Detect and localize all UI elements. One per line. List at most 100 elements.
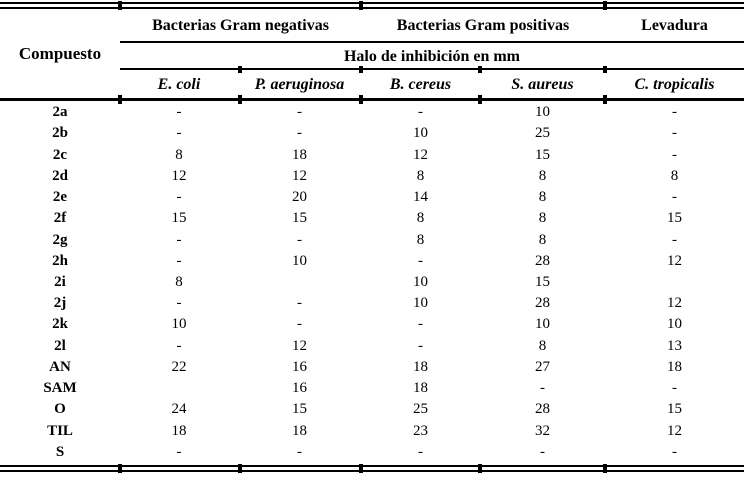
value-cell: - [297, 125, 302, 142]
compound-label: 2b [52, 125, 68, 142]
compound-label: 2c [52, 146, 68, 163]
compound-column-header: Compuesto [18, 44, 102, 63]
value-cell: 12 [413, 146, 428, 163]
table-row: 2e - 20 14 8 - [0, 187, 744, 208]
value-cell: - [672, 104, 677, 121]
value-cell: 8 [670, 167, 679, 184]
compound-label: 2f [53, 210, 67, 227]
value-cell: 25 [535, 125, 550, 142]
compound-label: 2j [53, 295, 67, 312]
value-cell: 10 [667, 316, 682, 333]
species-header-row: E. coli P. aeruginosa B. cereus S. aureu… [0, 72, 744, 98]
value-cell: - [540, 380, 545, 397]
value-cell: 12 [292, 167, 307, 184]
value-cell: 12 [667, 252, 682, 269]
table-row: TIL 18 18 23 32 12 [0, 421, 744, 442]
compound-label: S [55, 443, 65, 460]
species-header-bcereus: B. cereus [389, 76, 452, 93]
value-cell: - [176, 189, 182, 206]
value-cell: - [418, 337, 423, 354]
table-row: SAM 16 18 - - [0, 378, 744, 399]
table-row: 2g - - 8 8 - [0, 229, 744, 250]
column-tick [118, 464, 122, 473]
column-tick [478, 95, 482, 104]
column-tick [238, 464, 242, 473]
column-tick [603, 1, 607, 10]
value-cell: 16 [292, 380, 307, 397]
value-cell: - [297, 231, 302, 248]
value-cell: 12 [667, 295, 682, 312]
value-cell: - [176, 295, 182, 312]
compound-label: SAM [43, 380, 77, 397]
table-row: 2a - - - 10 - [0, 102, 744, 123]
group-header-underline [120, 41, 744, 43]
species-header-ecoli: E. coli [157, 76, 201, 93]
column-tick [238, 95, 242, 104]
table-row: S----- [0, 442, 744, 463]
value-cell: 25 [413, 401, 428, 418]
value-cell: 13 [667, 337, 682, 354]
bottom-double-rule [0, 465, 744, 472]
value-cell: 15 [292, 210, 307, 227]
column-tick [478, 464, 482, 473]
compound-label: AN [49, 358, 71, 375]
value-cell: - [176, 231, 182, 248]
column-tick [238, 66, 242, 73]
value-cell: - [297, 316, 302, 333]
value-cell: 8 [538, 231, 547, 248]
value-cell: 8 [416, 231, 425, 248]
group-header-row: Bacterias Gram negativas Bacterias Gram … [120, 12, 744, 40]
compound-label: TIL [47, 422, 73, 439]
value-cell: 10 [413, 295, 428, 312]
value-cell: 10 [413, 125, 428, 142]
compound-label: 2d [52, 167, 68, 184]
value-cell: 15 [667, 401, 682, 418]
value-cell: - [672, 189, 677, 206]
value-cell: 15 [535, 146, 550, 163]
column-tick [359, 66, 363, 73]
value-cell: - [672, 443, 677, 460]
value-cell: - [297, 295, 302, 312]
value-cell: 14 [413, 189, 428, 206]
compound-label: 2k [52, 316, 68, 333]
value-cell: 18 [171, 422, 187, 439]
value-cell: 10 [535, 316, 550, 333]
value-cell: - [297, 104, 302, 121]
column-tick [118, 1, 122, 10]
value-cell: - [672, 231, 677, 248]
value-cell: 20 [292, 189, 307, 206]
table-row: 2c 8 18 12 15 - [0, 144, 744, 165]
value-cell: 8 [416, 167, 425, 184]
value-cell: 28 [535, 401, 550, 418]
value-cell: - [176, 337, 182, 354]
value-cell: - [418, 316, 423, 333]
group-header-levadura: Levadura [641, 17, 708, 34]
table-row: 2f 15 15 8 8 15 [0, 208, 744, 229]
value-cell: - [176, 125, 182, 142]
value-cell: 18 [292, 422, 307, 439]
value-cell: - [672, 380, 677, 397]
table-row: 2d 12 12 8 8 8 [0, 166, 744, 187]
value-cell: - [176, 104, 182, 121]
column-tick [359, 464, 363, 473]
column-tick [478, 66, 482, 73]
value-cell: 8 [538, 189, 547, 206]
value-cell: - [418, 443, 423, 460]
table-row: 2k 10 - - 10 10 [0, 314, 744, 335]
value-cell: 15 [292, 401, 307, 418]
table-row: O 24 15 25 28 15 [0, 399, 744, 420]
value-cell: 18 [292, 146, 307, 163]
value-cell: 27 [535, 358, 550, 375]
subheader-underline [120, 68, 744, 70]
compound-label: 2e [52, 189, 68, 206]
value-cell: - [418, 252, 423, 269]
value-cell: - [672, 146, 677, 163]
value-cell: 8 [175, 146, 183, 163]
compound-label: 2g [52, 231, 68, 248]
compound-label: 2h [52, 252, 68, 269]
species-header-empty [0, 72, 120, 98]
value-cell: 8 [175, 273, 183, 290]
table-row: 2b - - 10 25 - [0, 123, 744, 144]
value-cell: 8 [416, 210, 425, 227]
